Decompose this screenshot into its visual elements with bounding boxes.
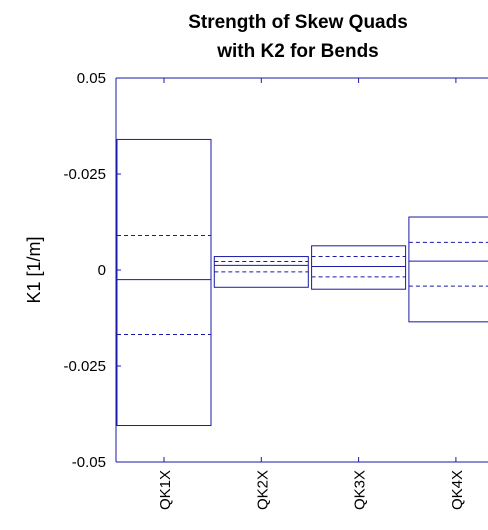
x-tick-label: QK3X: [352, 470, 369, 510]
y-tick-label: 0.05: [77, 70, 106, 87]
x-tick-label: QK2X: [254, 470, 271, 510]
box-qk1x: [116, 138, 212, 427]
y-tick-label: -0.025: [63, 166, 106, 183]
y-tick-label: -0.025: [63, 358, 106, 375]
y-tick-label: -0.05: [72, 454, 106, 471]
chart-title-line-2: with K2 for Bends: [216, 41, 379, 62]
x-tick-label: QK4X: [449, 470, 466, 510]
y-axis-label: K1 [1/m]: [24, 236, 44, 303]
box-qk4x: [408, 216, 488, 323]
x-tick-label: QK1X: [157, 470, 174, 510]
plot-area: -0.05 -0.025 0 -0.025 0.05 QK1X QK2X QK3X QK4X: [63, 70, 488, 510]
box-qk3x: [311, 245, 407, 290]
y-tick-label: 0: [98, 262, 106, 279]
chart-title-line-1: Strength of Skew Quads: [188, 12, 408, 33]
